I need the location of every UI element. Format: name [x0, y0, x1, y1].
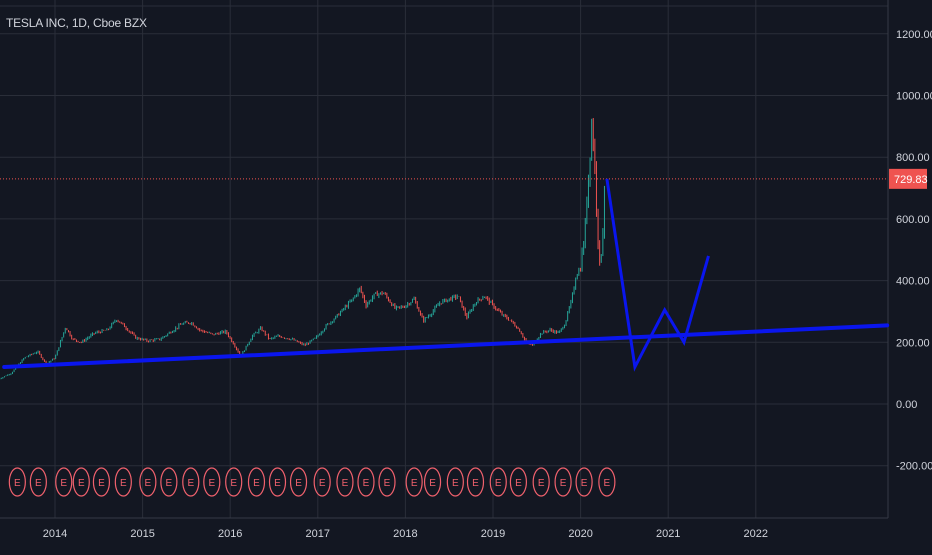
- earnings-icon[interactable]: [466, 467, 485, 497]
- earnings-icon[interactable]: [289, 467, 308, 497]
- x-tick-label: 2022: [744, 528, 768, 540]
- earnings-label: E: [230, 478, 237, 489]
- earnings-label: E: [604, 478, 611, 489]
- earnings-icon[interactable]: [268, 467, 287, 497]
- earnings-icon[interactable]: [336, 467, 354, 497]
- y-tick-label: 400.00: [896, 276, 930, 288]
- earnings-label: E: [60, 478, 67, 489]
- earnings-icon[interactable]: [247, 467, 266, 497]
- earnings-icon[interactable]: [55, 467, 73, 497]
- earnings-icon[interactable]: [423, 467, 442, 497]
- earnings-label: E: [319, 478, 326, 489]
- earnings-icon[interactable]: [92, 467, 111, 497]
- earnings-label: E: [411, 478, 418, 489]
- earnings-label: E: [452, 478, 459, 489]
- earnings-icon[interactable]: [357, 467, 375, 497]
- earnings-label: E: [363, 478, 370, 489]
- support-trendline[interactable]: [2, 323, 890, 369]
- earnings-label: E: [253, 478, 260, 489]
- y-tick-label: 800.00: [896, 152, 930, 164]
- grid: [0, 0, 888, 518]
- earnings-label: E: [342, 478, 349, 489]
- earnings-label: E: [538, 478, 545, 489]
- earnings-icon[interactable]: [575, 467, 593, 497]
- x-tick-label: 2018: [393, 528, 417, 540]
- earnings-icon[interactable]: [446, 467, 464, 497]
- earnings-icon[interactable]: [114, 467, 132, 497]
- earnings-icon[interactable]: [489, 467, 507, 497]
- last-price-label: 729.83: [894, 174, 928, 186]
- earnings-icon[interactable]: [509, 467, 528, 497]
- earnings-label: E: [208, 478, 215, 489]
- x-tick-label: 2016: [218, 528, 242, 540]
- earnings-label: E: [495, 478, 502, 489]
- earnings-label: E: [78, 478, 85, 489]
- y-tick-label: 0.00: [896, 399, 917, 411]
- price-axis[interactable]: 1200.00 1000.00 800.00 600.00 400.00 200.00 0.…: [896, 29, 932, 473]
- chart-title: TESLA INC, 1D, Cboe BZX: [6, 16, 147, 30]
- earnings-label: E: [429, 478, 436, 489]
- earnings-icon[interactable]: [598, 467, 616, 497]
- y-tick-label: 200.00: [896, 337, 930, 349]
- earnings-icon[interactable]: [182, 467, 200, 497]
- earnings-label: E: [14, 478, 21, 489]
- earnings-label: E: [581, 478, 588, 489]
- x-tick-label: 2021: [656, 528, 680, 540]
- earnings-label: E: [384, 478, 391, 489]
- earnings-icon[interactable]: [203, 467, 221, 497]
- x-tick-label: 2019: [481, 528, 505, 540]
- time-axis[interactable]: 2014 2015 2016 2017 2018 2019 2020 2021 2022: [43, 528, 768, 540]
- earnings-label: E: [295, 478, 302, 489]
- earnings-label: E: [515, 478, 522, 489]
- y-tick-label: 600.00: [896, 214, 930, 226]
- earnings-icon[interactable]: [378, 467, 396, 497]
- earnings-icon[interactable]: [405, 467, 423, 497]
- earnings-label: E: [560, 478, 567, 489]
- earnings-icon[interactable]: [29, 467, 47, 497]
- projection-path[interactable]: [605, 178, 710, 372]
- earnings-icon[interactable]: [160, 467, 178, 497]
- y-tick-label: 1000.00: [896, 91, 932, 103]
- earnings-label: E: [145, 478, 152, 489]
- earnings-icon[interactable]: [72, 467, 90, 497]
- y-tick-label: -200.00: [896, 461, 932, 473]
- x-tick-label: 2014: [43, 528, 67, 540]
- earnings-label: E: [98, 478, 105, 489]
- earnings-icon[interactable]: [313, 467, 331, 497]
- earnings-icon[interactable]: [532, 467, 550, 497]
- last-price-tag: [889, 168, 927, 189]
- x-tick-label: 2015: [130, 528, 154, 540]
- earnings-icon[interactable]: [554, 467, 572, 497]
- earnings-label: E: [187, 478, 194, 489]
- x-tick-label: 2020: [568, 528, 592, 540]
- y-tick-label: 1200.00: [896, 29, 932, 41]
- earnings-icon[interactable]: [8, 467, 26, 497]
- earnings-icon[interactable]: [139, 467, 157, 497]
- x-tick-label: 2017: [306, 528, 330, 540]
- earnings-label: E: [472, 478, 479, 489]
- earnings-icon[interactable]: [225, 467, 243, 497]
- earnings-label: E: [35, 478, 42, 489]
- earnings-label: E: [166, 478, 173, 489]
- candles: [0, 118, 605, 380]
- earnings-label: E: [120, 478, 127, 489]
- earnings-label: E: [274, 478, 281, 489]
